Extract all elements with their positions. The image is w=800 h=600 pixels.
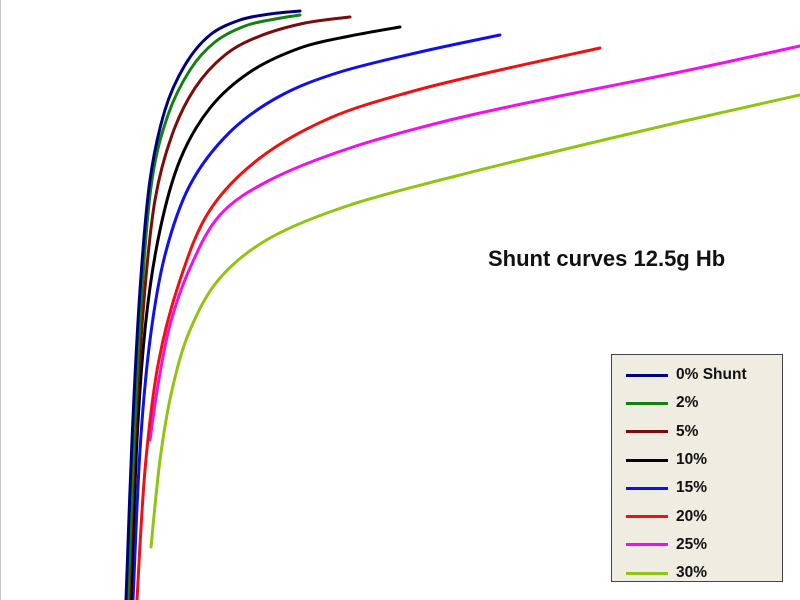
legend-label: 0% Shunt xyxy=(676,366,747,384)
legend: 0% Shunt 2% 5% 10% 15% 20% 25% 30% xyxy=(611,354,783,582)
legend-item: 10% xyxy=(612,446,782,474)
series-line-2 xyxy=(127,15,352,600)
legend-item: 20% xyxy=(612,502,782,530)
legend-swatch xyxy=(626,401,668,405)
legend-label: 10% xyxy=(676,451,708,469)
legend-label: 20% xyxy=(676,507,708,525)
legend-label: 2% xyxy=(676,394,699,412)
legend-swatch xyxy=(626,486,668,490)
left-axis-line xyxy=(0,0,1,600)
legend-label: 5% xyxy=(676,422,699,440)
legend-item: 5% xyxy=(612,418,782,446)
series-line-0 xyxy=(124,9,302,600)
legend-swatch xyxy=(626,458,668,462)
series-line-4 xyxy=(131,33,502,600)
series-line-3 xyxy=(129,25,402,600)
legend-swatch xyxy=(626,515,668,519)
legend-swatch xyxy=(626,430,668,434)
legend-swatch xyxy=(626,373,668,377)
series-line-5 xyxy=(135,46,602,600)
legend-item: 2% xyxy=(612,389,782,417)
legend-item: 25% xyxy=(612,531,782,559)
legend-item: 30% xyxy=(612,559,782,587)
series-line-7 xyxy=(149,93,800,549)
legend-label: 30% xyxy=(676,564,708,582)
series-line-1 xyxy=(126,13,302,600)
chart-title: Shunt curves 12.5g Hb xyxy=(488,246,726,271)
legend-swatch xyxy=(626,571,668,575)
series-layer xyxy=(124,9,800,600)
series-line-6 xyxy=(148,44,800,442)
legend-swatch xyxy=(626,543,668,547)
legend-label: 15% xyxy=(676,479,708,497)
legend-label: 25% xyxy=(676,535,708,553)
legend-item: 0% Shunt xyxy=(612,361,782,389)
legend-item: 15% xyxy=(612,474,782,502)
